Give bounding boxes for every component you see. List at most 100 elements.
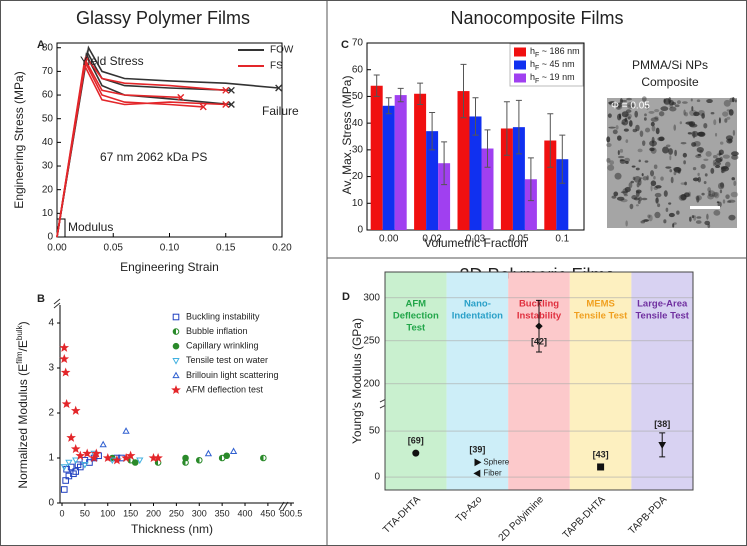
y-tick-label: 40 [352,118,364,129]
nanoparticle [714,165,721,169]
nanoparticle [617,135,622,141]
marker [204,449,213,457]
x-tick-label: 200 [146,508,161,518]
nanoparticle [663,219,667,224]
error-bar [484,129,491,168]
marker [65,472,73,480]
marker [125,450,136,460]
nanoparticle [632,128,638,133]
x-tick-label: 0.00 [47,243,67,254]
marker [89,452,99,463]
nanoparticle [648,214,653,222]
x-tick-label: 250 [169,508,184,518]
nanoparticle [713,155,718,159]
marker [81,462,89,469]
bar [457,91,470,230]
bar [370,85,383,230]
legend-label: hF ~ 19 nm [530,72,575,85]
nanoparticle [728,109,734,116]
nanoparticle [731,154,739,160]
x-tick-label: 400 [238,508,253,518]
failure-mark [177,93,185,101]
nanoparticle [625,139,629,143]
nanoparticle [716,153,721,156]
nanoparticle [670,176,674,184]
nanoparticle [692,177,699,182]
nanoparticle [693,111,700,117]
nanoparticle [643,117,647,121]
y-tick-label: 20 [352,171,364,182]
y-axis-label-part: film [15,351,24,364]
nanoparticle [617,102,622,108]
nanoparticle [677,100,681,104]
nanoparticle [729,97,734,103]
nanoparticle [619,98,623,104]
band-label: Test [406,323,426,334]
nanoparticle [627,116,631,120]
y-tick-label: 4 [48,318,54,329]
error-bar [441,141,448,186]
x-tick-label: TAPB-DHTA [561,494,608,541]
marker [182,454,189,462]
nanoparticle [627,104,636,107]
marker [82,448,92,458]
error-bar [385,97,392,115]
nanoparticle [616,196,625,201]
nanoparticle [606,157,611,163]
marker [91,448,102,458]
nanoparticle [707,187,711,193]
section-title: Nanocomposite Films [450,8,623,28]
x-tick-label: 500.5 [280,508,303,518]
bar [382,105,395,230]
nanoparticle [714,132,718,137]
nanoparticle [643,219,650,222]
nanoparticle [622,188,628,196]
nanoparticle [653,175,656,180]
marker [136,457,144,465]
legend-label-part: F [535,78,539,85]
nanoparticle [624,117,628,122]
nanoparticle [655,185,662,189]
nanoparticle [638,178,642,186]
legend-label: FS [270,61,283,72]
nanoparticle [673,171,677,176]
nanoparticle [722,111,729,117]
nanoparticle [705,150,712,157]
nanoparticle [719,152,722,156]
bar [544,140,557,230]
nanoparticle [717,182,725,190]
error-bar [397,87,404,103]
nanoparticle [665,144,671,148]
nanoparticle [693,215,697,221]
nanoparticle [650,170,655,177]
nanoparticle [674,104,680,108]
legend-label: FOW [270,45,294,56]
nanoparticle [684,112,688,117]
marker [172,328,180,335]
nanoparticle [651,125,656,132]
nanoparticle [726,200,732,203]
nanoparticle [690,98,693,102]
nanoparticle [669,106,677,112]
nanoparticle [710,112,715,115]
y-tick-label: 2 [48,408,54,419]
marker [223,452,231,460]
nanoparticle [632,176,636,181]
y-axis-label: Av. Max. Stress (MPa) [340,76,354,195]
nanoparticle [657,203,661,208]
band-label: Nano- [464,299,491,310]
nanoparticle [663,98,666,103]
nanoparticle [712,159,716,167]
nanoparticle [732,97,735,103]
error-bar [515,99,522,155]
nanoparticle [609,160,615,165]
panel-letter: A [37,39,45,51]
error-bar [472,97,479,136]
nanoparticle [629,203,634,210]
nanoparticle [673,222,677,225]
legend-label-part: F [535,65,539,72]
nanoparticle [619,148,624,153]
x-axis-label: Thickness (nm) [131,522,213,536]
